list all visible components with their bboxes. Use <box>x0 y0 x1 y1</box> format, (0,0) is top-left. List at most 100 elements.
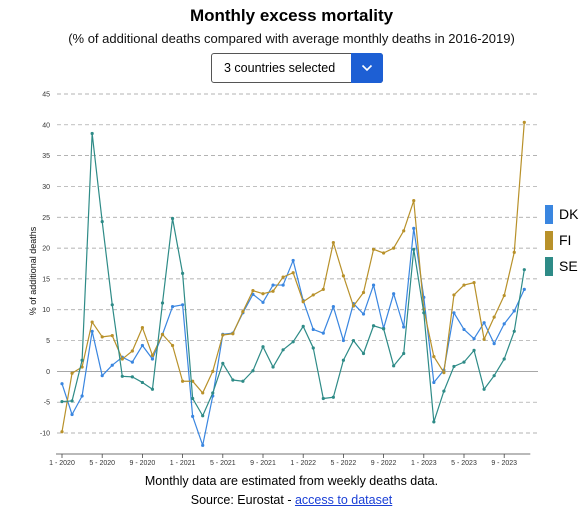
data-point[interactable] <box>331 305 335 309</box>
data-point[interactable] <box>241 309 245 314</box>
data-point[interactable] <box>462 283 466 287</box>
data-point[interactable] <box>160 301 165 305</box>
data-point[interactable] <box>241 379 245 383</box>
data-point[interactable] <box>170 305 175 309</box>
data-point[interactable] <box>452 293 456 297</box>
data-point[interactable] <box>201 443 205 447</box>
data-point[interactable] <box>191 414 195 418</box>
data-point[interactable] <box>422 311 426 315</box>
data-point[interactable] <box>221 361 225 365</box>
data-point[interactable] <box>251 289 255 293</box>
data-point[interactable] <box>301 324 305 328</box>
data-point[interactable] <box>522 268 526 272</box>
data-point[interactable] <box>130 360 134 364</box>
data-point[interactable] <box>492 374 496 378</box>
data-point[interactable] <box>472 337 476 341</box>
data-point[interactable] <box>462 327 466 332</box>
data-point[interactable] <box>251 369 255 373</box>
data-point[interactable] <box>412 226 416 230</box>
data-point[interactable] <box>402 351 406 356</box>
data-point[interactable] <box>321 331 325 335</box>
data-point[interactable] <box>140 326 144 330</box>
data-point[interactable] <box>361 351 366 356</box>
data-point[interactable] <box>160 332 165 336</box>
data-point[interactable] <box>452 364 456 369</box>
data-point[interactable] <box>211 391 215 395</box>
data-point[interactable] <box>181 379 185 383</box>
data-point[interactable] <box>392 292 396 296</box>
data-point[interactable] <box>432 420 436 424</box>
data-point[interactable] <box>291 258 295 263</box>
data-point[interactable] <box>271 289 275 293</box>
data-point[interactable] <box>502 293 506 298</box>
data-point[interactable] <box>80 358 84 362</box>
data-point[interactable] <box>291 271 295 275</box>
data-point[interactable] <box>120 357 124 361</box>
data-point[interactable] <box>502 357 506 361</box>
data-point[interactable] <box>522 120 526 124</box>
data-point[interactable] <box>201 391 205 395</box>
data-point[interactable] <box>482 321 486 325</box>
data-point[interactable] <box>482 337 486 341</box>
data-point[interactable] <box>472 281 476 285</box>
data-point[interactable] <box>301 300 305 304</box>
data-point[interactable] <box>100 335 104 339</box>
data-point[interactable] <box>512 309 516 313</box>
data-point[interactable] <box>402 325 406 329</box>
data-point[interactable] <box>392 246 396 250</box>
data-point[interactable] <box>512 250 516 255</box>
dropdown-toggle-button[interactable] <box>351 53 383 83</box>
data-point[interactable] <box>60 399 64 404</box>
data-point[interactable] <box>90 320 94 324</box>
data-point[interactable] <box>231 378 235 382</box>
data-point[interactable] <box>341 274 345 278</box>
data-point[interactable] <box>221 333 225 337</box>
data-point[interactable] <box>331 395 335 399</box>
data-point[interactable] <box>70 399 74 403</box>
data-point[interactable] <box>130 349 134 353</box>
data-point[interactable] <box>60 382 64 386</box>
data-point[interactable] <box>100 219 104 224</box>
data-point[interactable] <box>140 380 144 385</box>
data-point[interactable] <box>100 374 104 378</box>
data-point[interactable] <box>382 327 386 331</box>
data-point[interactable] <box>70 412 74 417</box>
data-point[interactable] <box>442 370 446 375</box>
data-point[interactable] <box>281 275 285 279</box>
data-point[interactable] <box>382 251 386 255</box>
data-point[interactable] <box>482 387 486 391</box>
data-point[interactable] <box>472 348 476 353</box>
data-point[interactable] <box>191 396 195 401</box>
data-point[interactable] <box>522 287 526 291</box>
data-point[interactable] <box>361 312 366 316</box>
data-point[interactable] <box>502 322 506 326</box>
data-point[interactable] <box>60 430 64 434</box>
data-point[interactable] <box>392 364 396 368</box>
data-point[interactable] <box>492 315 496 319</box>
data-point[interactable] <box>231 332 235 336</box>
data-point[interactable] <box>371 283 376 287</box>
data-point[interactable] <box>351 338 356 343</box>
data-point[interactable] <box>321 396 325 401</box>
data-point[interactable] <box>492 342 496 346</box>
data-point[interactable] <box>201 414 205 418</box>
data-point[interactable] <box>110 303 114 307</box>
data-point[interactable] <box>120 374 124 378</box>
data-point[interactable] <box>412 247 416 251</box>
data-point[interactable] <box>170 343 175 348</box>
data-point[interactable] <box>140 343 144 348</box>
data-point[interactable] <box>170 216 175 221</box>
data-point[interactable] <box>432 380 436 385</box>
data-point[interactable] <box>442 389 446 393</box>
data-point[interactable] <box>291 340 295 344</box>
data-point[interactable] <box>70 371 74 375</box>
data-point[interactable] <box>281 283 285 287</box>
data-point[interactable] <box>271 283 275 287</box>
data-point[interactable] <box>361 290 366 295</box>
data-point[interactable] <box>130 375 134 379</box>
data-point[interactable] <box>412 199 416 203</box>
country-selector-dropdown[interactable]: 3 countries selected <box>211 53 383 83</box>
data-point[interactable] <box>402 229 406 233</box>
data-point[interactable] <box>261 300 265 304</box>
data-point[interactable] <box>80 365 84 369</box>
